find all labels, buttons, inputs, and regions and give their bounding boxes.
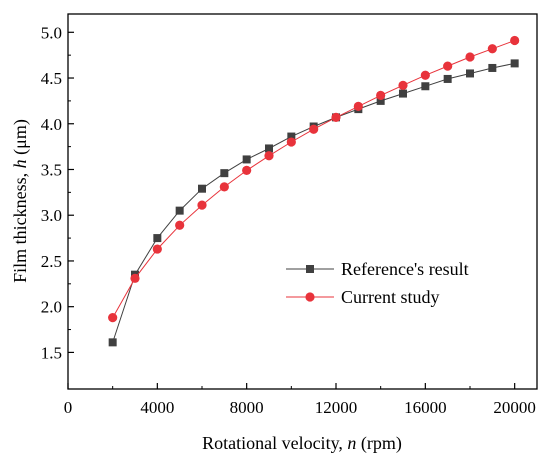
data-point-circle — [152, 244, 162, 254]
legend-label: Current study — [341, 287, 440, 307]
data-point-circle — [376, 90, 386, 101]
data-point-circle — [286, 137, 296, 147]
data-point-circle — [219, 182, 229, 192]
y-axis-title-variable: h — [10, 159, 30, 168]
data-point-square — [153, 234, 162, 243]
data-point-square — [265, 144, 273, 153]
data-point-square — [242, 155, 251, 164]
legend-label: Reference's result — [341, 259, 469, 279]
data-point-circle — [242, 165, 252, 176]
y-tick-label: 3.0 — [41, 206, 62, 225]
y-tick-label: 4.5 — [41, 69, 62, 88]
data-point-square — [220, 169, 229, 178]
y-tick-label: 4.0 — [41, 115, 62, 134]
y-tick-label: 2.5 — [41, 252, 62, 271]
data-point-circle — [130, 273, 140, 283]
data-point-circle — [175, 220, 185, 230]
data-point-circle — [353, 101, 363, 111]
x-tick-label: 12000 — [315, 398, 358, 417]
x-axis-title-variable: n — [347, 433, 356, 453]
data-point-square — [399, 89, 407, 98]
data-point-circle — [309, 124, 319, 134]
x-axis-title-unit: (rpm) — [356, 433, 401, 454]
data-point-circle — [331, 112, 341, 122]
data-point-circle — [443, 61, 453, 71]
x-axis-title-prefix: Rotational velocity, — [202, 433, 347, 453]
x-tick-label: 20000 — [493, 398, 536, 417]
series-layer — [108, 35, 520, 347]
axis-ticks: 0 4000 8000 12000 16000 20000 1.5 2.0 2.5 3.0 3.5 4… — [41, 23, 536, 417]
y-axis-title-prefix: Film thickness, — [10, 168, 30, 283]
data-point-circle — [465, 52, 475, 62]
y-tick-label: 3.5 — [41, 160, 62, 179]
data-point-square — [108, 338, 117, 347]
y-tick-label: 2.0 — [41, 298, 62, 317]
data-point-square — [198, 184, 206, 193]
data-point-circle — [398, 80, 408, 90]
data-point-square — [175, 206, 184, 215]
x-tick-label: 0 — [64, 398, 73, 417]
y-tick-label: 1.5 — [41, 343, 62, 362]
legend-marker-circle — [305, 292, 315, 302]
data-point-square — [466, 69, 474, 78]
data-point-square — [443, 74, 452, 83]
data-point-square — [287, 132, 296, 141]
series-line — [112, 62, 515, 343]
y-axis-title: Film thickness, h (μm) — [10, 119, 31, 283]
data-point-circle — [264, 151, 274, 161]
x-tick-label: 16000 — [404, 398, 447, 417]
y-tick-label: 5.0 — [41, 23, 62, 42]
x-axis-title: Rotational velocity, n (rpm) — [202, 433, 402, 454]
data-point-square — [421, 82, 430, 91]
data-point-circle — [487, 44, 497, 54]
legend: Reference's result Current study — [286, 259, 469, 307]
plot-frame — [67, 13, 538, 390]
x-tick-label: 8000 — [230, 398, 264, 417]
data-point-circle — [510, 35, 520, 46]
data-point-circle — [420, 70, 430, 80]
data-point-circle — [108, 313, 118, 323]
data-point-circle — [197, 200, 207, 210]
data-point-square — [376, 96, 385, 105]
legend-marker-square — [306, 265, 314, 273]
y-axis-title-unit: (μm) — [10, 119, 31, 159]
data-point-square — [488, 63, 497, 72]
x-tick-label: 4000 — [140, 398, 174, 417]
data-point-square — [510, 59, 519, 68]
